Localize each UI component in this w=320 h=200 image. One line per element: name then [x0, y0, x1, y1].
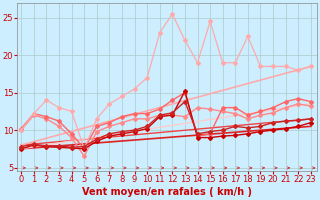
- X-axis label: Vent moyen/en rafales ( km/h ): Vent moyen/en rafales ( km/h ): [82, 187, 252, 197]
